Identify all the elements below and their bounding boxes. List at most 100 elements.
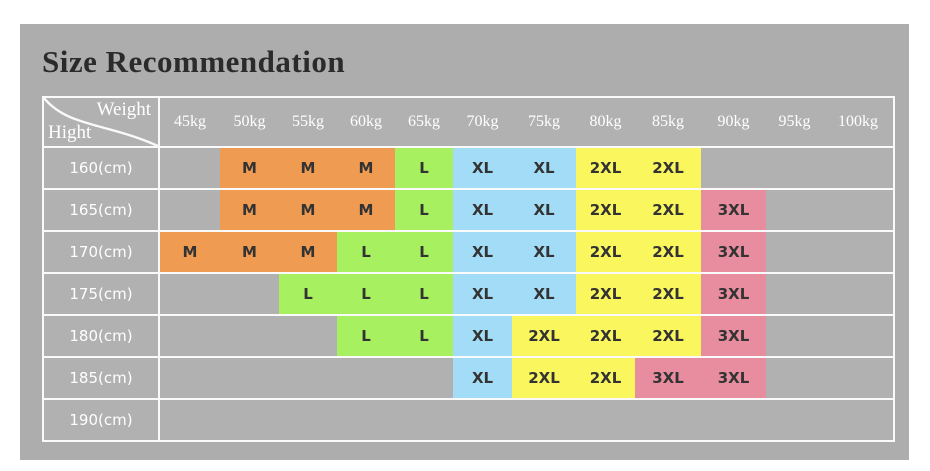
empty-cell <box>766 273 823 315</box>
empty-cell <box>701 147 766 189</box>
weight-header-cell: 75kg <box>512 97 576 147</box>
size-cell: XL <box>512 273 576 315</box>
size-cell: L <box>395 147 453 189</box>
table-row: 165(cm) M M M L XL XL 2XL 2XL 3XL <box>43 189 894 231</box>
empty-cell <box>337 399 395 441</box>
empty-cell <box>766 147 823 189</box>
empty-cell <box>766 399 823 441</box>
size-cell: L <box>337 231 395 273</box>
empty-cell <box>159 147 220 189</box>
empty-cell <box>220 399 279 441</box>
table-row: 190(cm) <box>43 399 894 441</box>
empty-cell <box>766 231 823 273</box>
size-cell: 2XL <box>512 357 576 399</box>
weight-header-cell: 85kg <box>635 97 701 147</box>
empty-cell <box>823 399 894 441</box>
corner-hight-label: Hight <box>48 122 92 143</box>
size-cell: L <box>337 315 395 357</box>
size-cell: M <box>279 147 337 189</box>
empty-cell <box>635 399 701 441</box>
size-cell: 2XL <box>635 273 701 315</box>
size-cell: L <box>395 273 453 315</box>
empty-cell <box>823 273 894 315</box>
size-cell: XL <box>512 231 576 273</box>
height-label-cell: 160(cm) <box>43 147 160 189</box>
empty-cell <box>766 315 823 357</box>
empty-cell <box>220 357 279 399</box>
weight-header-cell: 80kg <box>576 97 635 147</box>
size-cell: M <box>220 147 279 189</box>
size-cell: XL <box>453 231 512 273</box>
corner-header-cell: Weight Hight <box>43 97 160 147</box>
weight-header-cell: 100kg <box>823 97 894 147</box>
height-label-cell: 180(cm) <box>43 315 160 357</box>
size-cell: XL <box>453 357 512 399</box>
size-cell: M <box>159 231 220 273</box>
size-cell: 2XL <box>635 189 701 231</box>
size-cell: XL <box>512 189 576 231</box>
size-cell: 3XL <box>701 315 766 357</box>
empty-cell <box>220 273 279 315</box>
empty-cell <box>512 399 576 441</box>
empty-cell <box>159 399 220 441</box>
empty-cell <box>279 399 337 441</box>
size-cell: 2XL <box>576 273 635 315</box>
size-cell: 3XL <box>701 189 766 231</box>
size-cell: 3XL <box>635 357 701 399</box>
size-cell: XL <box>453 315 512 357</box>
empty-cell <box>823 189 894 231</box>
weight-header-cell: 55kg <box>279 97 337 147</box>
size-cell: XL <box>453 273 512 315</box>
weight-header-cell: 70kg <box>453 97 512 147</box>
size-cell: 2XL <box>576 189 635 231</box>
size-chart-panel: Size Recommendation Weight Hight 45kg 50k… <box>20 24 909 460</box>
height-label-cell: 175(cm) <box>43 273 160 315</box>
size-cell: 2XL <box>512 315 576 357</box>
table-row: 170(cm) M M M L L XL XL 2XL 2XL 3XL <box>43 231 894 273</box>
height-label-cell: 170(cm) <box>43 231 160 273</box>
size-cell: 2XL <box>576 315 635 357</box>
height-label-cell: 190(cm) <box>43 399 160 441</box>
empty-cell <box>159 273 220 315</box>
size-cell: L <box>395 231 453 273</box>
empty-cell <box>159 189 220 231</box>
size-cell: M <box>279 231 337 273</box>
size-cell: 2XL <box>635 231 701 273</box>
empty-cell <box>766 357 823 399</box>
weight-header-cell: 90kg <box>701 97 766 147</box>
size-cell: M <box>220 231 279 273</box>
table-header-row: Weight Hight 45kg 50kg 55kg 60kg 65kg 70kg 75k… <box>43 97 894 147</box>
size-cell: XL <box>453 147 512 189</box>
empty-cell <box>220 315 279 357</box>
size-cell: M <box>279 189 337 231</box>
empty-cell <box>766 189 823 231</box>
empty-cell <box>395 399 453 441</box>
size-cell: 3XL <box>701 357 766 399</box>
empty-cell <box>576 399 635 441</box>
size-table-body: 160(cm) M M M L XL XL 2XL 2XL 165(cm) M M M L XL XL 2XL 2… <box>43 147 894 441</box>
size-cell: XL <box>453 189 512 231</box>
empty-cell <box>823 231 894 273</box>
size-cell: M <box>337 147 395 189</box>
empty-cell <box>159 315 220 357</box>
empty-cell <box>823 315 894 357</box>
empty-cell <box>279 357 337 399</box>
size-cell: 2XL <box>576 147 635 189</box>
empty-cell <box>395 357 453 399</box>
size-cell: 3XL <box>701 231 766 273</box>
size-cell: XL <box>512 147 576 189</box>
weight-header-cell: 50kg <box>220 97 279 147</box>
size-cell: 2XL <box>576 231 635 273</box>
size-cell: 2XL <box>635 147 701 189</box>
diagonal-divider-line <box>44 98 157 146</box>
empty-cell <box>279 315 337 357</box>
empty-cell <box>823 357 894 399</box>
weight-header-cell: 65kg <box>395 97 453 147</box>
size-cell: L <box>337 273 395 315</box>
empty-cell <box>701 399 766 441</box>
size-cell: L <box>395 189 453 231</box>
empty-cell <box>823 147 894 189</box>
size-recommendation-table: Weight Hight 45kg 50kg 55kg 60kg 65kg 70kg 75k… <box>42 96 895 442</box>
table-row: 185(cm) XL 2XL 2XL 3XL 3XL <box>43 357 894 399</box>
size-cell: 2XL <box>576 357 635 399</box>
